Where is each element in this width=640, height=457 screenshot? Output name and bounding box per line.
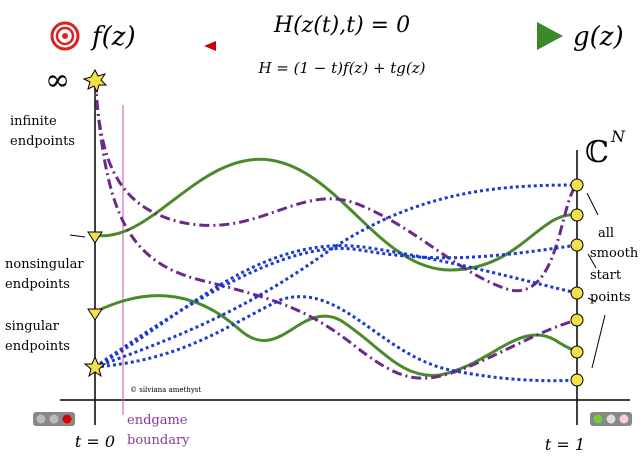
label: endpoints (10, 134, 75, 149)
label: smooth (590, 246, 639, 261)
label: infinite (10, 114, 57, 129)
traffic-light-left (33, 412, 75, 426)
label: nonsingular (5, 257, 84, 272)
t1-label: t = 1 (545, 435, 585, 454)
endpoints (82, 68, 108, 378)
start-system: f(z) (90, 22, 136, 52)
equation: H(z(t),t) = 0 (273, 13, 410, 38)
target-system: g(z) (573, 22, 624, 52)
start-points (570, 178, 584, 387)
t0-label: t = 0 (75, 432, 115, 451)
label: endpoints (5, 339, 70, 354)
label: all (598, 226, 614, 241)
homotopy: H = (1 − t)f(z) + tg(z) (257, 59, 425, 77)
credit: © silviana amethyst (130, 386, 201, 394)
arrowhead (204, 41, 216, 51)
space: ℂ (585, 135, 609, 170)
label: endgame (127, 413, 188, 428)
paths (93, 79, 579, 383)
label: boundary (127, 433, 190, 448)
label: start (590, 268, 622, 283)
infinity: ∞ (45, 63, 70, 98)
label: endpoints (5, 277, 70, 292)
target-icon (50, 21, 80, 51)
traffic-light-right (590, 412, 632, 426)
label: singular (5, 319, 60, 334)
play-icon (537, 22, 563, 50)
space-exponent: N (610, 127, 626, 146)
label: points (590, 290, 631, 305)
pointer-arrows (69, 192, 606, 369)
